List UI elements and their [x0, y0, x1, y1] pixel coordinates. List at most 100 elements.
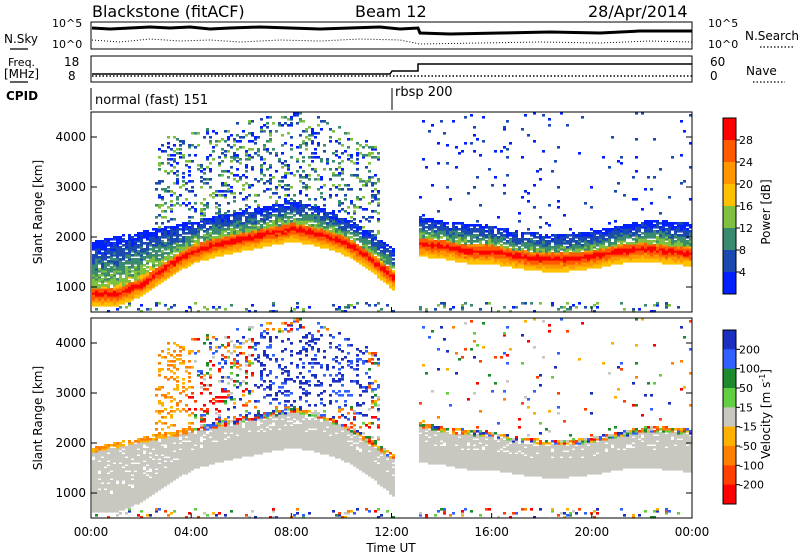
power-cell [227, 214, 230, 217]
power-cell [296, 202, 299, 205]
power-cell [158, 156, 161, 159]
power-cell [368, 230, 371, 233]
power-cell [149, 308, 152, 311]
power-cell [323, 168, 326, 171]
power-cell [479, 204, 482, 207]
power-cell [476, 228, 479, 231]
power-cell [377, 198, 380, 201]
power-cell [251, 148, 254, 151]
power-cell [320, 186, 323, 189]
power-cell [590, 206, 593, 209]
power-cell [329, 188, 332, 191]
power-cell [302, 140, 305, 143]
power-cell [224, 182, 227, 185]
power-cell [179, 148, 182, 151]
power-cell [461, 244, 464, 247]
power-cell [683, 130, 686, 133]
power-cell [203, 234, 206, 237]
power-cell [305, 226, 308, 229]
power-cell [146, 308, 149, 311]
power-cell [161, 240, 164, 243]
power-cell [332, 130, 335, 133]
power-cell [197, 168, 200, 171]
power-cell [215, 212, 218, 215]
power-cell [461, 304, 464, 307]
power-cell [215, 202, 218, 205]
power-cell [434, 220, 437, 223]
power-cell [569, 234, 572, 237]
power-cell [272, 122, 275, 125]
power-cell [107, 268, 110, 271]
power-cell [338, 142, 341, 145]
power-cell [164, 188, 167, 191]
power-cell [314, 214, 317, 217]
velocity-cell [92, 460, 95, 463]
power-cell [557, 308, 560, 311]
freq-left-tick-bottom: 8 [68, 69, 76, 83]
power-cell [440, 120, 443, 123]
power-cell [359, 226, 362, 229]
power-cell [263, 182, 266, 185]
power-cell [239, 158, 242, 161]
power-cell [314, 224, 317, 227]
power-cell [344, 194, 347, 197]
velocity-panel: Slant Range [km] [31, 318, 692, 519]
power-cell [578, 152, 581, 155]
power-cell [185, 236, 188, 239]
power-cell [212, 216, 215, 219]
power-cell [245, 150, 248, 153]
power-cell [119, 306, 122, 309]
velocity-cell [101, 446, 104, 449]
power-cell [308, 198, 311, 201]
power-cell [188, 306, 191, 309]
power-cell [434, 240, 437, 243]
power-cell [362, 230, 365, 233]
power-cell [557, 200, 560, 203]
power-cell [248, 140, 251, 143]
power-cell [335, 150, 338, 153]
power-cell [275, 192, 278, 195]
power-cell [647, 220, 650, 223]
power-cell [176, 148, 179, 151]
power-cell [287, 200, 290, 203]
power-cell [107, 238, 110, 241]
power-cell [212, 146, 215, 149]
power-cell [653, 230, 656, 233]
power-cell [119, 236, 122, 239]
power-cell [311, 224, 314, 227]
power-cell [419, 216, 422, 219]
power-cell [158, 148, 161, 151]
power-cell [176, 254, 179, 257]
power-cell [299, 166, 302, 169]
power-cell [170, 204, 173, 207]
power-cell [350, 138, 353, 141]
power-cell [464, 302, 467, 305]
power-cell [107, 256, 110, 259]
power-cell [233, 200, 236, 203]
power-cell [296, 306, 299, 309]
power-cell [191, 244, 194, 247]
power-cell [164, 262, 167, 265]
power-cell [317, 178, 320, 181]
power-cell [317, 116, 320, 119]
power-cell [677, 306, 680, 309]
power-cell [527, 238, 530, 241]
power-cell [377, 212, 380, 215]
power-cell [290, 144, 293, 147]
power-cell [437, 142, 440, 145]
power-cell [161, 216, 164, 219]
power-cell [269, 224, 272, 227]
power-cell [242, 136, 245, 139]
power-cell [548, 204, 551, 207]
power-cell [251, 184, 254, 187]
power-cell [533, 240, 536, 243]
power-cell [194, 240, 197, 243]
power-cell [230, 166, 233, 169]
power-cell [185, 232, 188, 235]
power-cell [281, 144, 284, 147]
power-cell [242, 222, 245, 225]
power-cell [335, 194, 338, 197]
power-cell [617, 182, 620, 185]
power-cell [446, 226, 449, 229]
freq-trace [92, 64, 692, 74]
